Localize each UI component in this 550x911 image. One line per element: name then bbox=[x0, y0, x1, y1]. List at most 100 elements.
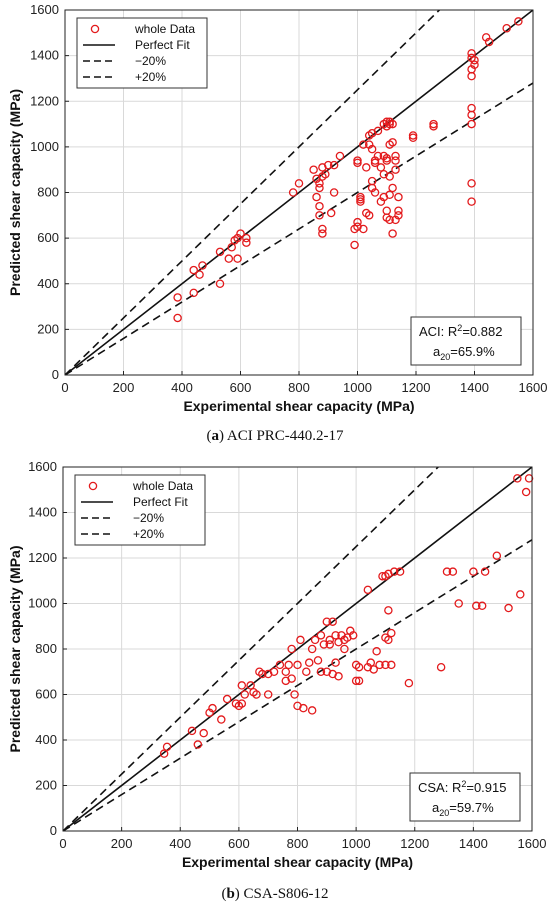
data-point bbox=[321, 169, 330, 179]
data-point bbox=[373, 126, 383, 136]
data-point bbox=[389, 567, 399, 576]
data-point bbox=[470, 60, 479, 70]
legend-label: −20% bbox=[135, 54, 166, 68]
data-point bbox=[195, 270, 204, 279]
data-point bbox=[524, 474, 534, 483]
data-point bbox=[316, 631, 326, 640]
data-point bbox=[354, 662, 364, 672]
data-point bbox=[287, 674, 296, 683]
data-point bbox=[388, 229, 397, 238]
legend-label: +20% bbox=[135, 70, 166, 84]
y-axis-label: Predicted shear capacity (MPa) bbox=[7, 89, 23, 296]
data-point bbox=[484, 37, 494, 47]
x-tick-label: 0 bbox=[59, 836, 66, 851]
data-point bbox=[408, 131, 418, 140]
data-point bbox=[222, 694, 232, 704]
data-point bbox=[329, 188, 339, 197]
data-point bbox=[293, 660, 302, 670]
data-point bbox=[369, 665, 378, 674]
data-point bbox=[359, 140, 368, 149]
data-point bbox=[467, 71, 476, 81]
x-tick-label: 1400 bbox=[459, 836, 488, 851]
y-tick-label: 1400 bbox=[30, 48, 59, 63]
data-point bbox=[299, 703, 308, 713]
y-tick-label: 1400 bbox=[28, 505, 57, 520]
data-point bbox=[404, 678, 414, 688]
data-point bbox=[307, 706, 317, 715]
data-point bbox=[385, 190, 394, 200]
data-point bbox=[351, 676, 361, 686]
data-point bbox=[313, 656, 323, 665]
data-point bbox=[362, 163, 371, 172]
data-point bbox=[521, 487, 531, 497]
data-point bbox=[364, 211, 374, 220]
data-point bbox=[159, 749, 169, 758]
data-point bbox=[385, 119, 394, 129]
data-point bbox=[356, 197, 365, 206]
data-point bbox=[454, 599, 463, 608]
data-point bbox=[367, 144, 377, 154]
data-point bbox=[319, 640, 329, 649]
x-tick-label: 600 bbox=[228, 836, 250, 851]
data-point bbox=[236, 229, 245, 238]
data-point bbox=[467, 49, 476, 58]
data-point bbox=[312, 192, 321, 202]
caption-b: (b) CSA-S806-12 bbox=[221, 886, 329, 902]
data-point bbox=[316, 667, 326, 676]
y-tick-label: 800 bbox=[37, 185, 59, 200]
data-point bbox=[370, 188, 380, 197]
data-point bbox=[382, 154, 391, 163]
data-point bbox=[382, 156, 391, 165]
perfect-fit-line bbox=[63, 467, 532, 831]
y-tick-label: 400 bbox=[35, 732, 57, 747]
data-point bbox=[514, 17, 523, 26]
r2-label: CSA: R2=0.915 bbox=[418, 779, 506, 795]
data-point bbox=[359, 224, 368, 234]
data-point bbox=[388, 138, 397, 147]
data-point bbox=[429, 122, 438, 131]
data-point bbox=[354, 676, 364, 686]
data-point bbox=[385, 215, 394, 225]
data-point bbox=[502, 23, 511, 33]
y-tick-label: 800 bbox=[35, 641, 57, 656]
x-axis-label: Experimental shear capacity (MPa) bbox=[182, 854, 413, 870]
x-tick-label: 800 bbox=[287, 836, 309, 851]
y-tick-label: 600 bbox=[35, 687, 57, 702]
x-tick-label: 200 bbox=[111, 836, 133, 851]
y-tick-label: 1000 bbox=[28, 596, 57, 611]
x-tick-label: 400 bbox=[169, 836, 191, 851]
data-point bbox=[387, 660, 396, 670]
data-point bbox=[492, 551, 502, 560]
data-point bbox=[227, 242, 236, 252]
data-point bbox=[237, 699, 247, 708]
data-point bbox=[287, 644, 296, 654]
data-point bbox=[370, 158, 380, 168]
data-point bbox=[394, 211, 403, 220]
data-point bbox=[189, 265, 198, 275]
legend-label: whole Data bbox=[134, 22, 195, 36]
data-point bbox=[233, 254, 242, 263]
data-point bbox=[470, 55, 479, 65]
data-point bbox=[269, 667, 279, 676]
data-point bbox=[275, 660, 285, 670]
data-point bbox=[315, 211, 324, 220]
data-point bbox=[388, 183, 397, 193]
a20-label: a20=65.9% bbox=[433, 344, 495, 362]
data-point bbox=[353, 158, 362, 168]
data-point bbox=[281, 667, 291, 676]
data-point bbox=[480, 567, 490, 576]
y-axis-label: Predicted shear capacity (MPa) bbox=[7, 546, 23, 753]
data-point bbox=[372, 647, 381, 656]
data-point bbox=[353, 217, 362, 227]
data-point bbox=[296, 635, 305, 645]
y-tick-label: 600 bbox=[37, 230, 59, 245]
x-tick-label: 1600 bbox=[518, 836, 547, 851]
data-point bbox=[331, 631, 340, 640]
data-point bbox=[325, 640, 334, 649]
data-point bbox=[162, 742, 172, 752]
data-point bbox=[318, 224, 327, 234]
legend-label: +20% bbox=[133, 527, 164, 541]
data-point bbox=[331, 658, 340, 667]
data-point bbox=[334, 672, 343, 681]
data-point bbox=[384, 606, 393, 615]
